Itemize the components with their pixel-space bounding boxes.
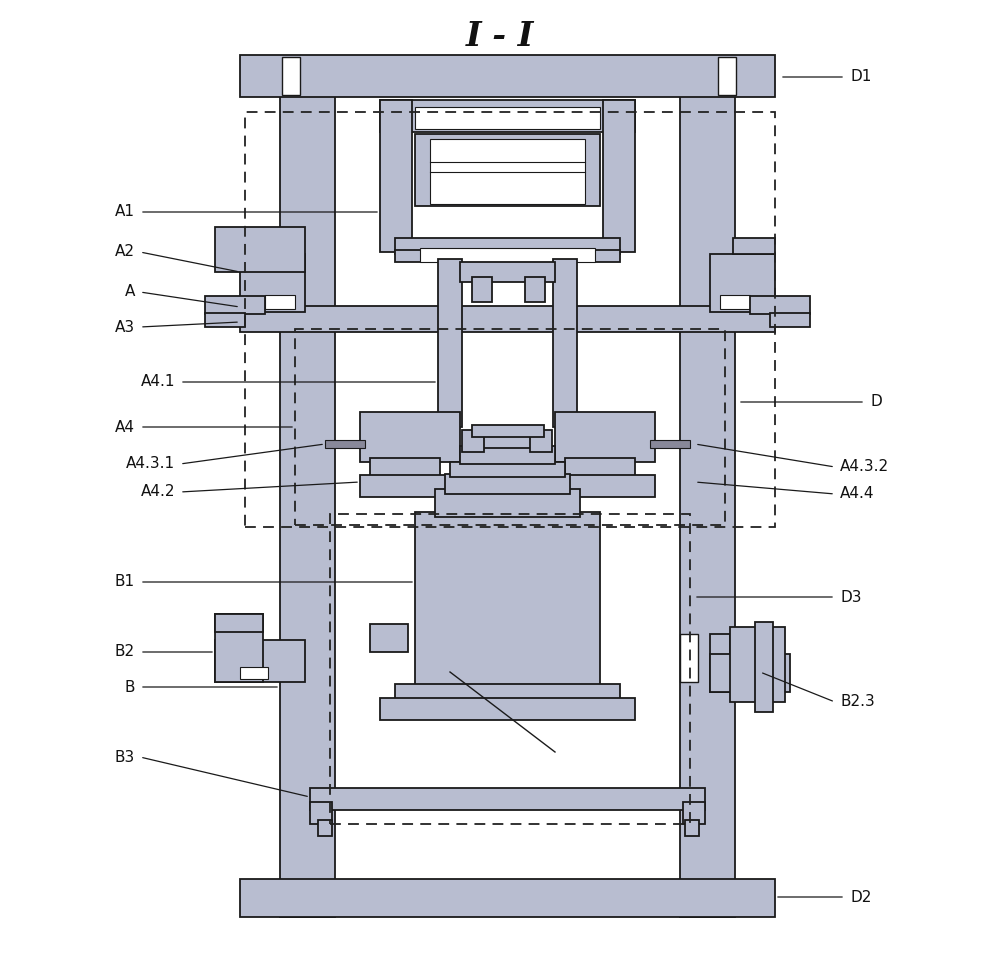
Bar <box>318 820 332 836</box>
Bar <box>555 475 655 497</box>
Bar <box>710 634 758 692</box>
Bar <box>733 238 775 254</box>
Bar <box>370 624 408 652</box>
Bar <box>683 802 705 824</box>
Bar <box>240 879 775 917</box>
Bar <box>530 430 552 452</box>
Bar <box>650 440 690 448</box>
Text: A3: A3 <box>115 320 135 334</box>
Bar <box>565 458 635 482</box>
Bar <box>472 277 492 302</box>
Bar <box>415 512 600 687</box>
Bar <box>240 55 775 97</box>
Bar <box>310 802 332 824</box>
Bar <box>360 475 460 497</box>
Bar <box>240 238 282 254</box>
Bar <box>603 100 635 252</box>
Text: A4.2: A4.2 <box>140 484 175 500</box>
Bar <box>420 248 595 262</box>
Bar <box>435 489 580 517</box>
Bar <box>555 412 655 462</box>
Bar <box>525 277 545 302</box>
Bar <box>415 107 600 129</box>
Text: D1: D1 <box>850 70 871 85</box>
Bar <box>215 640 305 682</box>
Bar <box>685 820 699 836</box>
Text: A1: A1 <box>115 204 135 220</box>
Text: A4.1: A4.1 <box>140 374 175 390</box>
Text: B2: B2 <box>115 644 135 659</box>
Bar <box>472 425 544 437</box>
Text: B2.3: B2.3 <box>840 695 875 710</box>
Text: B1: B1 <box>115 574 135 589</box>
Text: D3: D3 <box>840 589 862 605</box>
Bar <box>582 250 620 262</box>
Bar <box>553 259 577 427</box>
Text: A4: A4 <box>115 420 135 434</box>
Bar <box>325 440 365 448</box>
Text: D: D <box>870 395 882 409</box>
Bar <box>462 430 484 452</box>
Bar <box>380 100 635 132</box>
Bar <box>445 474 570 494</box>
Bar <box>395 250 433 262</box>
Text: A4.3.2: A4.3.2 <box>840 460 889 474</box>
Bar <box>215 227 305 272</box>
Bar <box>380 100 412 252</box>
Bar <box>680 634 698 682</box>
Text: B: B <box>124 679 135 695</box>
Bar <box>310 788 705 810</box>
Text: A4.4: A4.4 <box>840 487 874 502</box>
Bar <box>295 329 725 525</box>
Bar <box>265 295 295 309</box>
Bar <box>395 238 620 254</box>
Bar <box>205 313 245 327</box>
Bar <box>360 412 460 462</box>
Bar <box>370 458 440 482</box>
Bar <box>330 514 690 824</box>
Text: A4.3.1: A4.3.1 <box>126 457 175 471</box>
Bar <box>710 254 775 312</box>
Bar <box>438 259 462 427</box>
Bar <box>282 57 300 95</box>
Bar <box>240 306 775 332</box>
Bar <box>460 446 555 464</box>
Bar <box>240 667 268 679</box>
Bar <box>430 139 585 204</box>
Bar <box>720 295 750 309</box>
Bar <box>280 77 335 917</box>
Bar <box>468 432 548 448</box>
Bar <box>415 134 600 206</box>
Bar <box>245 112 775 527</box>
Text: I - I: I - I <box>466 20 534 53</box>
Bar <box>680 77 735 917</box>
Text: A: A <box>125 285 135 299</box>
Text: A2: A2 <box>115 245 135 260</box>
Bar <box>380 698 635 720</box>
Bar <box>755 622 773 712</box>
Bar <box>205 296 265 314</box>
Bar <box>395 684 620 702</box>
Bar <box>730 627 785 702</box>
Bar <box>450 462 565 477</box>
Bar <box>460 262 555 282</box>
Bar <box>730 634 768 654</box>
Bar <box>718 57 736 95</box>
Text: B3: B3 <box>115 749 135 765</box>
Bar <box>215 614 263 682</box>
Bar <box>215 614 263 632</box>
Bar <box>770 313 810 327</box>
Bar <box>710 654 790 692</box>
Text: D2: D2 <box>850 889 871 905</box>
Bar <box>240 254 305 312</box>
Bar <box>750 296 810 314</box>
